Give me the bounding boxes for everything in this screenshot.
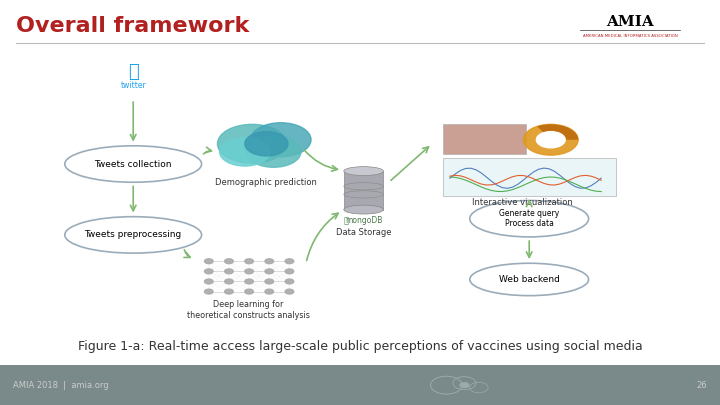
Circle shape [245,269,253,274]
Text: Tweets preprocessing: Tweets preprocessing [84,230,182,239]
Text: Figure 1-a: Real-time access large-scale public perceptions of vaccines using so: Figure 1-a: Real-time access large-scale… [78,340,642,353]
Circle shape [285,269,294,274]
Text: Web backend: Web backend [499,275,559,284]
Circle shape [245,289,253,294]
Text: Demographic prediction: Demographic prediction [215,178,318,187]
Circle shape [220,138,270,166]
Text: Tweets collection: Tweets collection [94,160,172,168]
Ellipse shape [470,263,589,296]
Wedge shape [537,124,578,140]
Circle shape [265,279,274,284]
Text: AMIA 2018  |  amia.org: AMIA 2018 | amia.org [13,381,109,390]
Circle shape [225,289,233,294]
Circle shape [265,289,274,294]
Circle shape [285,289,294,294]
Ellipse shape [344,167,384,176]
Ellipse shape [65,217,202,253]
Text: Deep learning for
theoretical constructs analysis: Deep learning for theoretical constructs… [187,300,310,320]
Circle shape [285,259,294,264]
Circle shape [246,136,301,167]
Circle shape [245,259,253,264]
Text: AMIA: AMIA [606,15,654,29]
Circle shape [204,269,213,274]
Circle shape [536,132,565,148]
Text: 🍃: 🍃 [343,216,348,225]
Circle shape [523,124,578,155]
Text: AMERICAN MEDICAL INFORMATICS ASSOCIATION: AMERICAN MEDICAL INFORMATICS ASSOCIATION [582,34,678,38]
Ellipse shape [344,205,384,214]
Text: mongoDB: mongoDB [345,216,382,225]
FancyBboxPatch shape [344,171,383,210]
Circle shape [225,279,233,284]
Circle shape [204,279,213,284]
Circle shape [251,123,311,157]
Circle shape [245,132,288,156]
Text: Data Storage: Data Storage [336,228,392,237]
Circle shape [204,289,213,294]
Circle shape [225,259,233,264]
FancyBboxPatch shape [0,365,720,405]
Text: 🐦: 🐦 [128,63,138,81]
FancyBboxPatch shape [443,158,616,196]
Circle shape [204,259,213,264]
Circle shape [217,124,287,163]
FancyBboxPatch shape [0,0,720,365]
Circle shape [265,269,274,274]
Ellipse shape [65,146,202,182]
Text: 26: 26 [696,381,707,390]
Circle shape [285,279,294,284]
Text: Interactive visualization: Interactive visualization [472,198,572,207]
FancyBboxPatch shape [443,124,526,154]
Circle shape [265,259,274,264]
Ellipse shape [470,200,589,237]
Circle shape [460,383,469,388]
Circle shape [245,279,253,284]
Text: twitter: twitter [120,81,146,90]
Text: Overall framework: Overall framework [16,16,249,36]
Circle shape [225,269,233,274]
Text: Generate query
Process data: Generate query Process data [499,209,559,228]
